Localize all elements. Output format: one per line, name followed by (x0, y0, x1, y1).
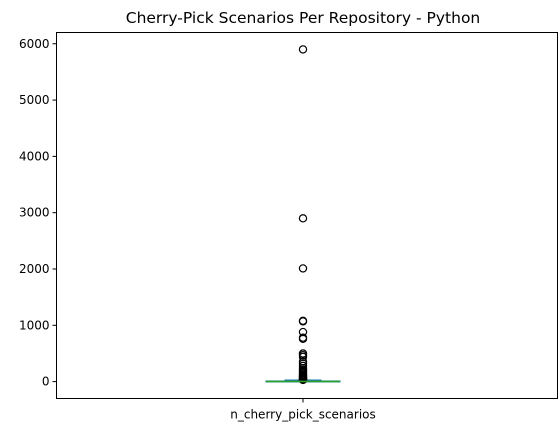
chart-title: Cherry-Pick Scenarios Per Repository - P… (126, 9, 481, 27)
y-tick-label: 0 (42, 375, 50, 389)
y-tick-label: 3000 (19, 206, 50, 220)
outlier-point (298, 45, 308, 54)
x-axis: n_cherry_pick_scenarios (230, 398, 376, 422)
outlier-point (298, 214, 308, 223)
outlier-point (298, 317, 308, 326)
y-tick-label: 6000 (19, 37, 50, 51)
y-tick-label: 2000 (19, 262, 50, 276)
plot-area (265, 45, 341, 385)
y-tick-label: 5000 (19, 93, 50, 107)
y-axis: 0 1000 2000 3000 4000 5000 6000 (19, 37, 57, 389)
y-tick-label: 4000 (19, 149, 50, 163)
plot-frame (56, 32, 558, 399)
outlier-point (298, 334, 308, 344)
x-tick-label: n_cherry_pick_scenarios (230, 408, 376, 422)
outlier-point (298, 264, 308, 273)
outlier-point (298, 375, 308, 385)
y-tick-label: 1000 (19, 318, 50, 332)
